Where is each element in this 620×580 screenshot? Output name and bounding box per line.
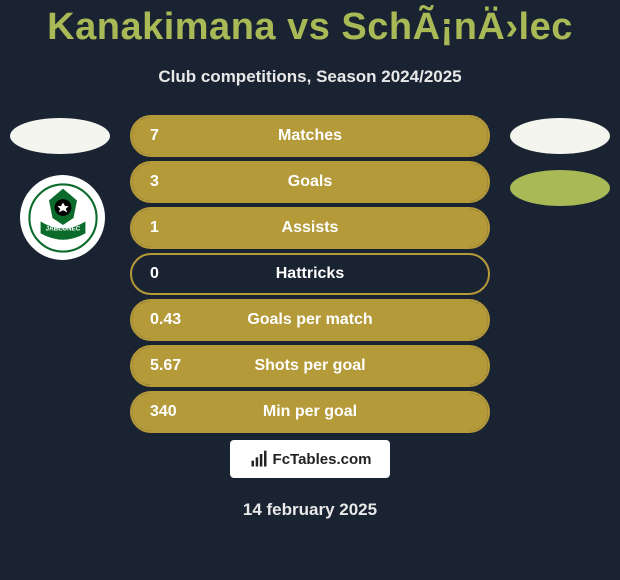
club-logo: JABLONEC — [20, 175, 105, 260]
stat-label: Min per goal — [132, 403, 488, 421]
player-badge-right-bottom — [510, 170, 610, 206]
page-title: Kanakimana vs SchÃ¡nÄ›lec — [0, 0, 620, 49]
stat-label: Goals — [132, 173, 488, 191]
stat-label: Assists — [132, 219, 488, 237]
player-badge-left — [10, 118, 110, 154]
stat-row: 5.67Shots per goal — [130, 345, 490, 387]
stat-row: 3Goals — [130, 161, 490, 203]
stat-label: Goals per match — [132, 311, 488, 329]
club-logo-svg: JABLONEC — [28, 183, 98, 253]
subtitle: Club competitions, Season 2024/2025 — [0, 67, 620, 87]
stat-row: 1Assists — [130, 207, 490, 249]
footer-brand[interactable]: FcTables.com — [230, 440, 390, 478]
player-badge-right-top — [510, 118, 610, 154]
stat-row: 340Min per goal — [130, 391, 490, 433]
footer-brand-text: FcTables.com — [273, 451, 372, 468]
chart-icon — [249, 449, 269, 469]
stat-row: 0Hattricks — [130, 253, 490, 295]
footer-date: 14 february 2025 — [0, 500, 620, 520]
stats-container: 7Matches3Goals1Assists0Hattricks0.43Goal… — [130, 115, 490, 437]
stat-row: 7Matches — [130, 115, 490, 157]
stat-label: Matches — [132, 127, 488, 145]
club-logo-text: JABLONEC — [45, 225, 80, 232]
stat-row: 0.43Goals per match — [130, 299, 490, 341]
stat-label: Hattricks — [132, 265, 488, 283]
stat-label: Shots per goal — [132, 357, 488, 375]
